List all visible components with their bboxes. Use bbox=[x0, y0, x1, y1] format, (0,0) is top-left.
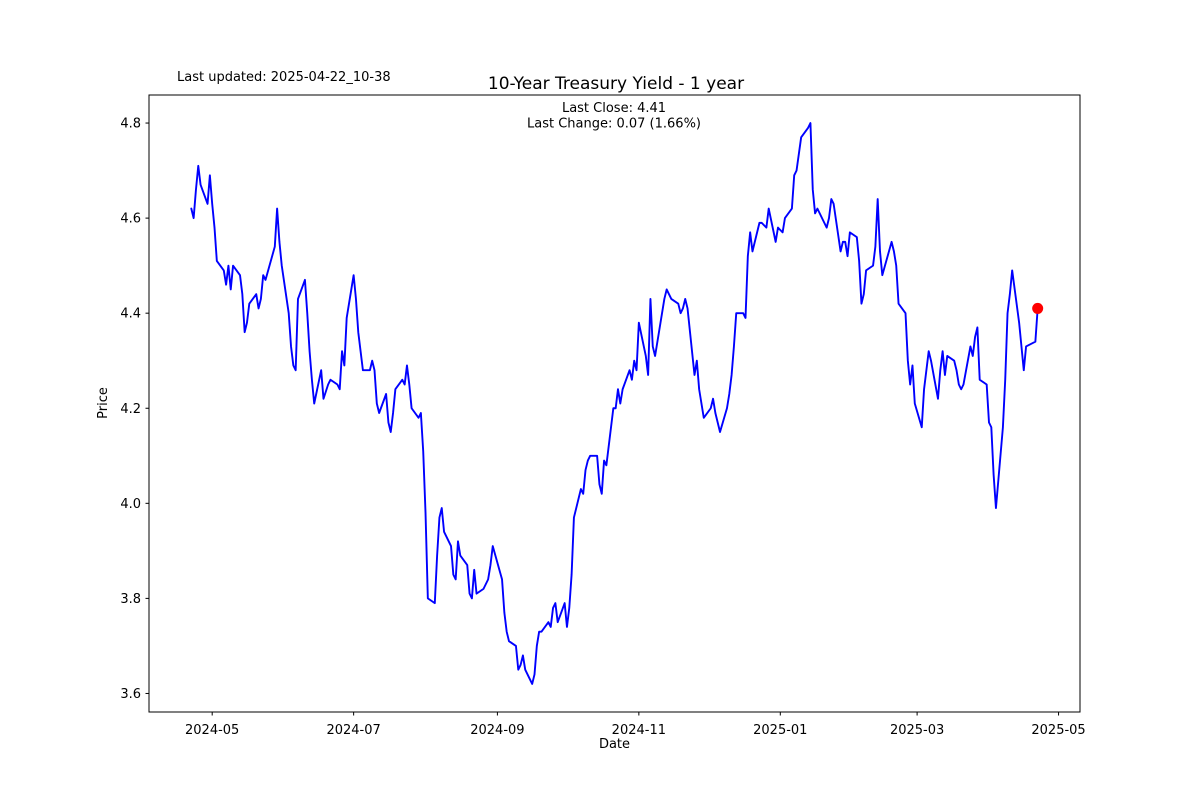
plot-border bbox=[148, 94, 1081, 713]
x-axis-label: Date bbox=[599, 737, 630, 752]
y-tick-label: 4.6 bbox=[120, 212, 141, 227]
subtitle-last-close: Last Close: 4.41 bbox=[562, 101, 666, 116]
x-axis-ticks: 2024-05 2024-07 2024-09 2024-11 2025-01 2025-… bbox=[185, 712, 1086, 738]
x-tick-label: 2025-05 bbox=[1031, 723, 1085, 738]
y-tick-label: 4.0 bbox=[120, 497, 141, 512]
y-tick-label: 4.2 bbox=[120, 402, 141, 417]
y-axis-label: Price bbox=[96, 387, 111, 419]
last-price-marker bbox=[1032, 302, 1044, 314]
chart-title: 10-Year Treasury Yield - 1 year bbox=[488, 74, 744, 94]
y-tick-label: 3.6 bbox=[120, 687, 141, 702]
subtitle-last-change: Last Change: 0.07 (1.66%) bbox=[527, 117, 701, 132]
y-axis-ticks: 3.6 3.8 4.0 4.2 4.4 4.6 4.8 bbox=[120, 117, 149, 702]
last-updated-text: Last updated: 2025-04-22_10-38 bbox=[177, 70, 391, 85]
y-tick-label: 4.4 bbox=[120, 307, 141, 322]
x-tick-label: 2025-03 bbox=[890, 723, 944, 738]
x-tick-label: 2024-05 bbox=[185, 723, 239, 738]
price-line bbox=[190, 122, 1039, 685]
y-tick-label: 3.8 bbox=[120, 592, 141, 607]
y-tick-label: 4.8 bbox=[120, 117, 141, 132]
x-tick-label: 2024-09 bbox=[470, 723, 524, 738]
x-tick-label: 2025-01 bbox=[753, 723, 807, 738]
x-tick-label: 2024-11 bbox=[612, 723, 666, 738]
x-tick-label: 2024-07 bbox=[326, 723, 380, 738]
